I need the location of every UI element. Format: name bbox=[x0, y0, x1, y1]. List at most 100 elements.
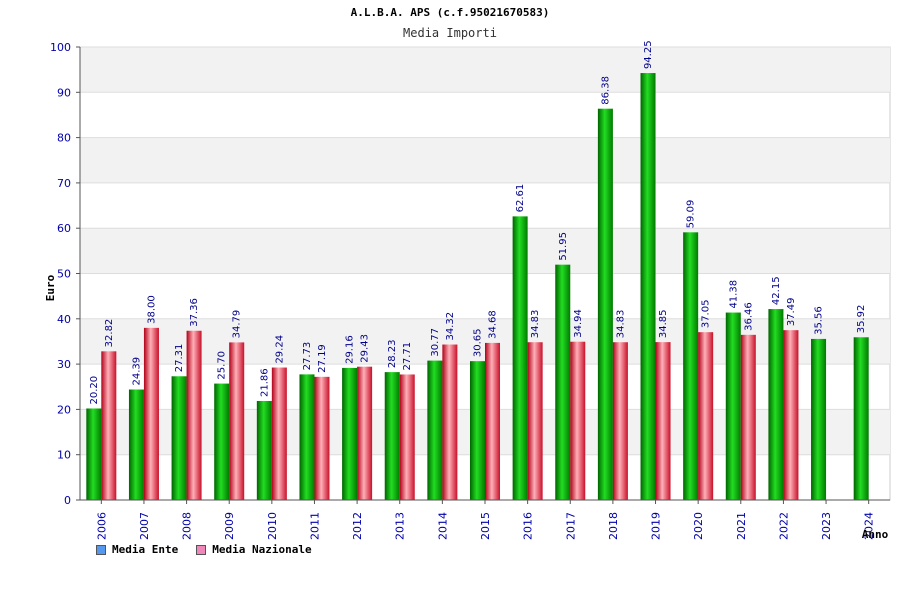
x-tick-label: 2011 bbox=[308, 512, 321, 540]
legend: Media Ente Media Nazionale bbox=[96, 543, 312, 556]
bar-nazionale bbox=[186, 330, 202, 500]
bar-nazionale bbox=[143, 327, 159, 500]
y-tick-label: 0 bbox=[64, 494, 71, 507]
value-labels: 20.20 32.82 24.39 38.00 27.31 37.36 25.70 34.79… bbox=[89, 40, 867, 404]
value-label-ente: 41.38 bbox=[728, 280, 739, 309]
value-label-nazionale: 32.82 bbox=[104, 319, 115, 348]
legend-label-ente: Media Ente bbox=[112, 543, 179, 556]
legend-label-nazionale: Media Nazionale bbox=[212, 543, 312, 556]
value-label-ente: 27.73 bbox=[302, 342, 313, 371]
x-tick-label: 2016 bbox=[522, 512, 535, 540]
value-label-nazionale: 34.85 bbox=[658, 309, 669, 338]
x-tick-label: 2010 bbox=[266, 512, 279, 540]
value-label-ente: 29.16 bbox=[345, 335, 356, 364]
value-label-nazionale: 27.19 bbox=[317, 344, 328, 373]
x-tick-label: 2015 bbox=[479, 512, 492, 540]
bar-nazionale bbox=[101, 351, 117, 500]
bar-ente bbox=[427, 360, 443, 500]
value-label-ente: 27.31 bbox=[174, 344, 185, 373]
value-label-ente: 42.15 bbox=[771, 276, 782, 305]
y-tick-label: 80 bbox=[57, 132, 71, 145]
x-tick-label: 2024 bbox=[863, 512, 876, 540]
x-tick-label: 2023 bbox=[820, 512, 833, 540]
bar-nazionale bbox=[314, 376, 330, 500]
bars bbox=[86, 73, 869, 501]
value-label-nazionale: 34.94 bbox=[573, 309, 584, 338]
bar-nazionale bbox=[655, 342, 671, 500]
bar-ente bbox=[555, 264, 571, 500]
value-label-nazionale: 34.83 bbox=[615, 310, 626, 339]
legend-item-nazionale: Media Nazionale bbox=[196, 543, 312, 556]
plot-band bbox=[80, 228, 890, 274]
value-label-nazionale: 34.32 bbox=[445, 312, 456, 341]
bar-ente bbox=[128, 389, 144, 500]
value-label-nazionale: 27.71 bbox=[402, 342, 413, 371]
x-tick-label: 2018 bbox=[607, 512, 620, 540]
y-tick-label: 10 bbox=[57, 449, 71, 462]
bar-nazionale bbox=[399, 374, 415, 500]
value-label-ente: 30.65 bbox=[473, 329, 484, 358]
value-label-nazionale: 37.49 bbox=[786, 298, 797, 327]
y-tick-label: 60 bbox=[57, 222, 71, 235]
value-label-nazionale: 34.68 bbox=[488, 310, 499, 339]
y-axis-title: Euro bbox=[44, 274, 57, 301]
bar-nazionale bbox=[612, 342, 628, 500]
bar-nazionale bbox=[271, 367, 287, 500]
plot-band bbox=[80, 137, 890, 183]
plot-band bbox=[80, 47, 890, 93]
value-label-ente: 21.86 bbox=[259, 368, 270, 397]
bar-ente bbox=[512, 216, 528, 500]
y-tick-label: 40 bbox=[57, 313, 71, 326]
bar-nazionale bbox=[740, 334, 756, 500]
value-label-ente: 20.20 bbox=[89, 376, 100, 405]
axes: 0 10 20 30 40 50 60 70 80 90 100 2006 2007 2008 2009 20… bbox=[50, 41, 890, 540]
bar-ente bbox=[384, 372, 400, 500]
bar-ente bbox=[256, 400, 272, 500]
bar-ente bbox=[811, 338, 827, 500]
value-label-nazionale: 34.83 bbox=[530, 310, 541, 339]
legend-swatch-ente bbox=[96, 544, 106, 555]
bar-ente bbox=[214, 383, 230, 500]
value-label-nazionale: 37.05 bbox=[701, 300, 712, 329]
y-tick-label: 70 bbox=[57, 177, 71, 190]
x-tick-label: 2013 bbox=[394, 512, 407, 540]
x-tick-label: 2021 bbox=[735, 512, 748, 540]
value-label-ente: 24.39 bbox=[131, 357, 142, 386]
x-tick-label: 2017 bbox=[564, 512, 577, 540]
bar-ente bbox=[768, 309, 784, 500]
bar-nazionale bbox=[357, 366, 373, 500]
bar-nazionale bbox=[527, 342, 543, 500]
bar-nazionale bbox=[229, 342, 245, 500]
value-label-nazionale: 29.24 bbox=[274, 335, 285, 364]
value-label-ente: 25.70 bbox=[217, 351, 228, 380]
bar-ente bbox=[299, 374, 315, 500]
value-label-nazionale: 38.00 bbox=[146, 295, 157, 324]
bar-nazionale bbox=[485, 342, 500, 500]
y-tick-label: 30 bbox=[57, 358, 71, 371]
bar-nazionale bbox=[783, 330, 799, 500]
value-label-nazionale: 37.36 bbox=[189, 298, 200, 327]
bar-ente bbox=[640, 73, 656, 501]
value-label-nazionale: 36.46 bbox=[743, 302, 754, 331]
value-label-ente: 30.77 bbox=[430, 328, 441, 357]
x-tick-label: 2007 bbox=[138, 512, 151, 540]
x-tick-label: 2009 bbox=[223, 512, 236, 540]
x-tick-label: 2014 bbox=[436, 512, 449, 540]
bar-ente bbox=[725, 312, 741, 500]
x-tick-label: 2019 bbox=[650, 512, 663, 540]
bar-nazionale bbox=[442, 344, 458, 500]
value-label-ente: 94.25 bbox=[643, 40, 654, 69]
bar-ente bbox=[86, 408, 102, 500]
bar-ente bbox=[171, 376, 187, 500]
y-tick-label: 20 bbox=[57, 403, 71, 416]
value-label-ente: 62.61 bbox=[515, 184, 526, 213]
legend-item-ente: Media Ente bbox=[96, 543, 178, 556]
bar-ente bbox=[597, 108, 613, 500]
bar-nazionale bbox=[698, 332, 714, 500]
legend-swatch-nazionale bbox=[196, 544, 207, 555]
bar-ente bbox=[470, 361, 485, 500]
bar-ente bbox=[342, 367, 358, 500]
value-label-ente: 35.92 bbox=[856, 305, 867, 334]
x-tick-label: 2022 bbox=[777, 512, 790, 540]
